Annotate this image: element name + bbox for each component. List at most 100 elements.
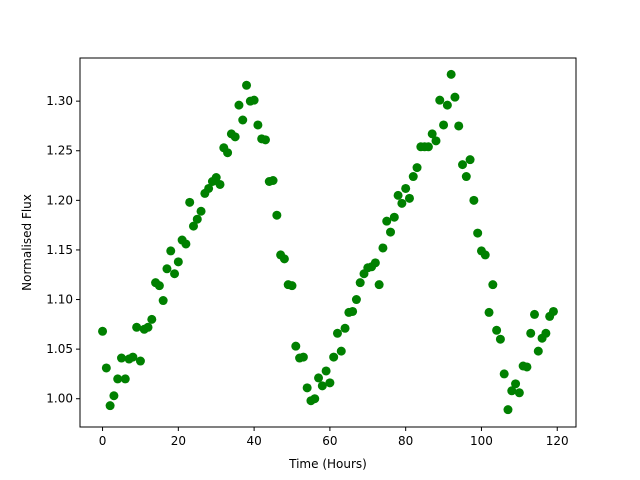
data-point [147, 314, 157, 324]
data-point [461, 172, 471, 182]
data-point [465, 155, 475, 165]
data-point [446, 69, 456, 79]
x-tick-label: 60 [322, 434, 337, 448]
data-point [492, 325, 502, 335]
data-point [249, 95, 259, 105]
data-point [336, 346, 346, 356]
data-point [404, 193, 414, 203]
data-point [386, 227, 396, 237]
y-tick-label: 1.25 [46, 144, 73, 158]
data-point [196, 206, 206, 216]
data-point [298, 352, 308, 362]
data-point [204, 183, 214, 193]
data-point [181, 239, 191, 249]
data-point [158, 296, 168, 306]
data-point [541, 328, 551, 338]
data-point [166, 246, 176, 256]
data-point [458, 160, 468, 170]
data-point [355, 278, 365, 288]
data-point [329, 352, 339, 362]
data-point [211, 173, 221, 183]
data-point [374, 280, 384, 290]
x-tick-label: 0 [99, 434, 107, 448]
data-point [427, 129, 437, 139]
data-point [291, 341, 301, 351]
data-point [412, 163, 422, 173]
data-point [192, 214, 202, 224]
data-point [503, 405, 513, 415]
data-point [317, 381, 327, 391]
y-tick-label: 1.05 [46, 342, 73, 356]
data-point [162, 264, 172, 274]
data-point [173, 257, 183, 267]
data-point [389, 212, 399, 222]
data-point [393, 190, 403, 200]
data-point [397, 198, 407, 208]
data-point [279, 254, 289, 264]
data-point [431, 136, 441, 146]
data-point [238, 115, 248, 125]
data-point [340, 323, 350, 333]
data-point [253, 120, 263, 130]
data-point [442, 100, 452, 110]
x-tick-label: 40 [246, 434, 261, 448]
data-point [484, 307, 494, 317]
data-point [348, 306, 358, 316]
data-point [530, 309, 540, 319]
data-point [120, 374, 130, 384]
data-point [109, 391, 119, 401]
data-point [272, 210, 282, 220]
data-point [321, 366, 331, 376]
data-point [507, 386, 517, 396]
data-point [378, 243, 388, 253]
data-point [526, 328, 536, 338]
x-tick-label: 100 [470, 434, 493, 448]
y-tick-label: 1.15 [46, 243, 73, 257]
data-point [533, 346, 543, 356]
y-axis-ticks: 1.00 1.05 1.10 1.15 1.20 1.25 1.30 [46, 94, 80, 406]
data-point [98, 326, 108, 336]
y-tick-label: 1.30 [46, 94, 73, 108]
x-tick-label: 80 [398, 434, 413, 448]
data-point [408, 172, 418, 182]
data-point [332, 328, 342, 338]
x-tick-label: 20 [171, 434, 186, 448]
data-point [260, 135, 270, 145]
data-point [522, 362, 532, 372]
data-point [511, 379, 521, 389]
data-point [514, 388, 524, 398]
data-point [314, 373, 324, 383]
data-point [302, 383, 312, 393]
data-point [423, 142, 433, 152]
data-point [188, 221, 198, 231]
data-point [113, 374, 123, 384]
data-points [98, 69, 558, 415]
data-point [469, 195, 479, 205]
data-point [287, 281, 297, 291]
data-point [488, 280, 498, 290]
data-point [143, 322, 153, 332]
y-tick-label: 1.20 [46, 193, 73, 207]
y-tick-label: 1.00 [46, 392, 73, 406]
data-point [135, 356, 145, 366]
data-point [473, 228, 483, 238]
y-tick-label: 1.10 [46, 293, 73, 307]
data-point [382, 216, 392, 226]
data-point [132, 322, 142, 332]
data-point [310, 394, 320, 404]
data-point [435, 95, 445, 105]
data-point [170, 269, 180, 279]
data-point [548, 306, 558, 316]
data-point [185, 197, 195, 207]
x-axis-label: Time (Hours) [288, 457, 367, 471]
data-point [351, 295, 361, 305]
data-point [268, 176, 278, 185]
data-point [450, 92, 460, 102]
data-point [116, 353, 126, 363]
data-point [480, 250, 490, 260]
data-point [495, 334, 505, 344]
data-point [370, 258, 380, 268]
x-tick-label: 120 [546, 434, 569, 448]
